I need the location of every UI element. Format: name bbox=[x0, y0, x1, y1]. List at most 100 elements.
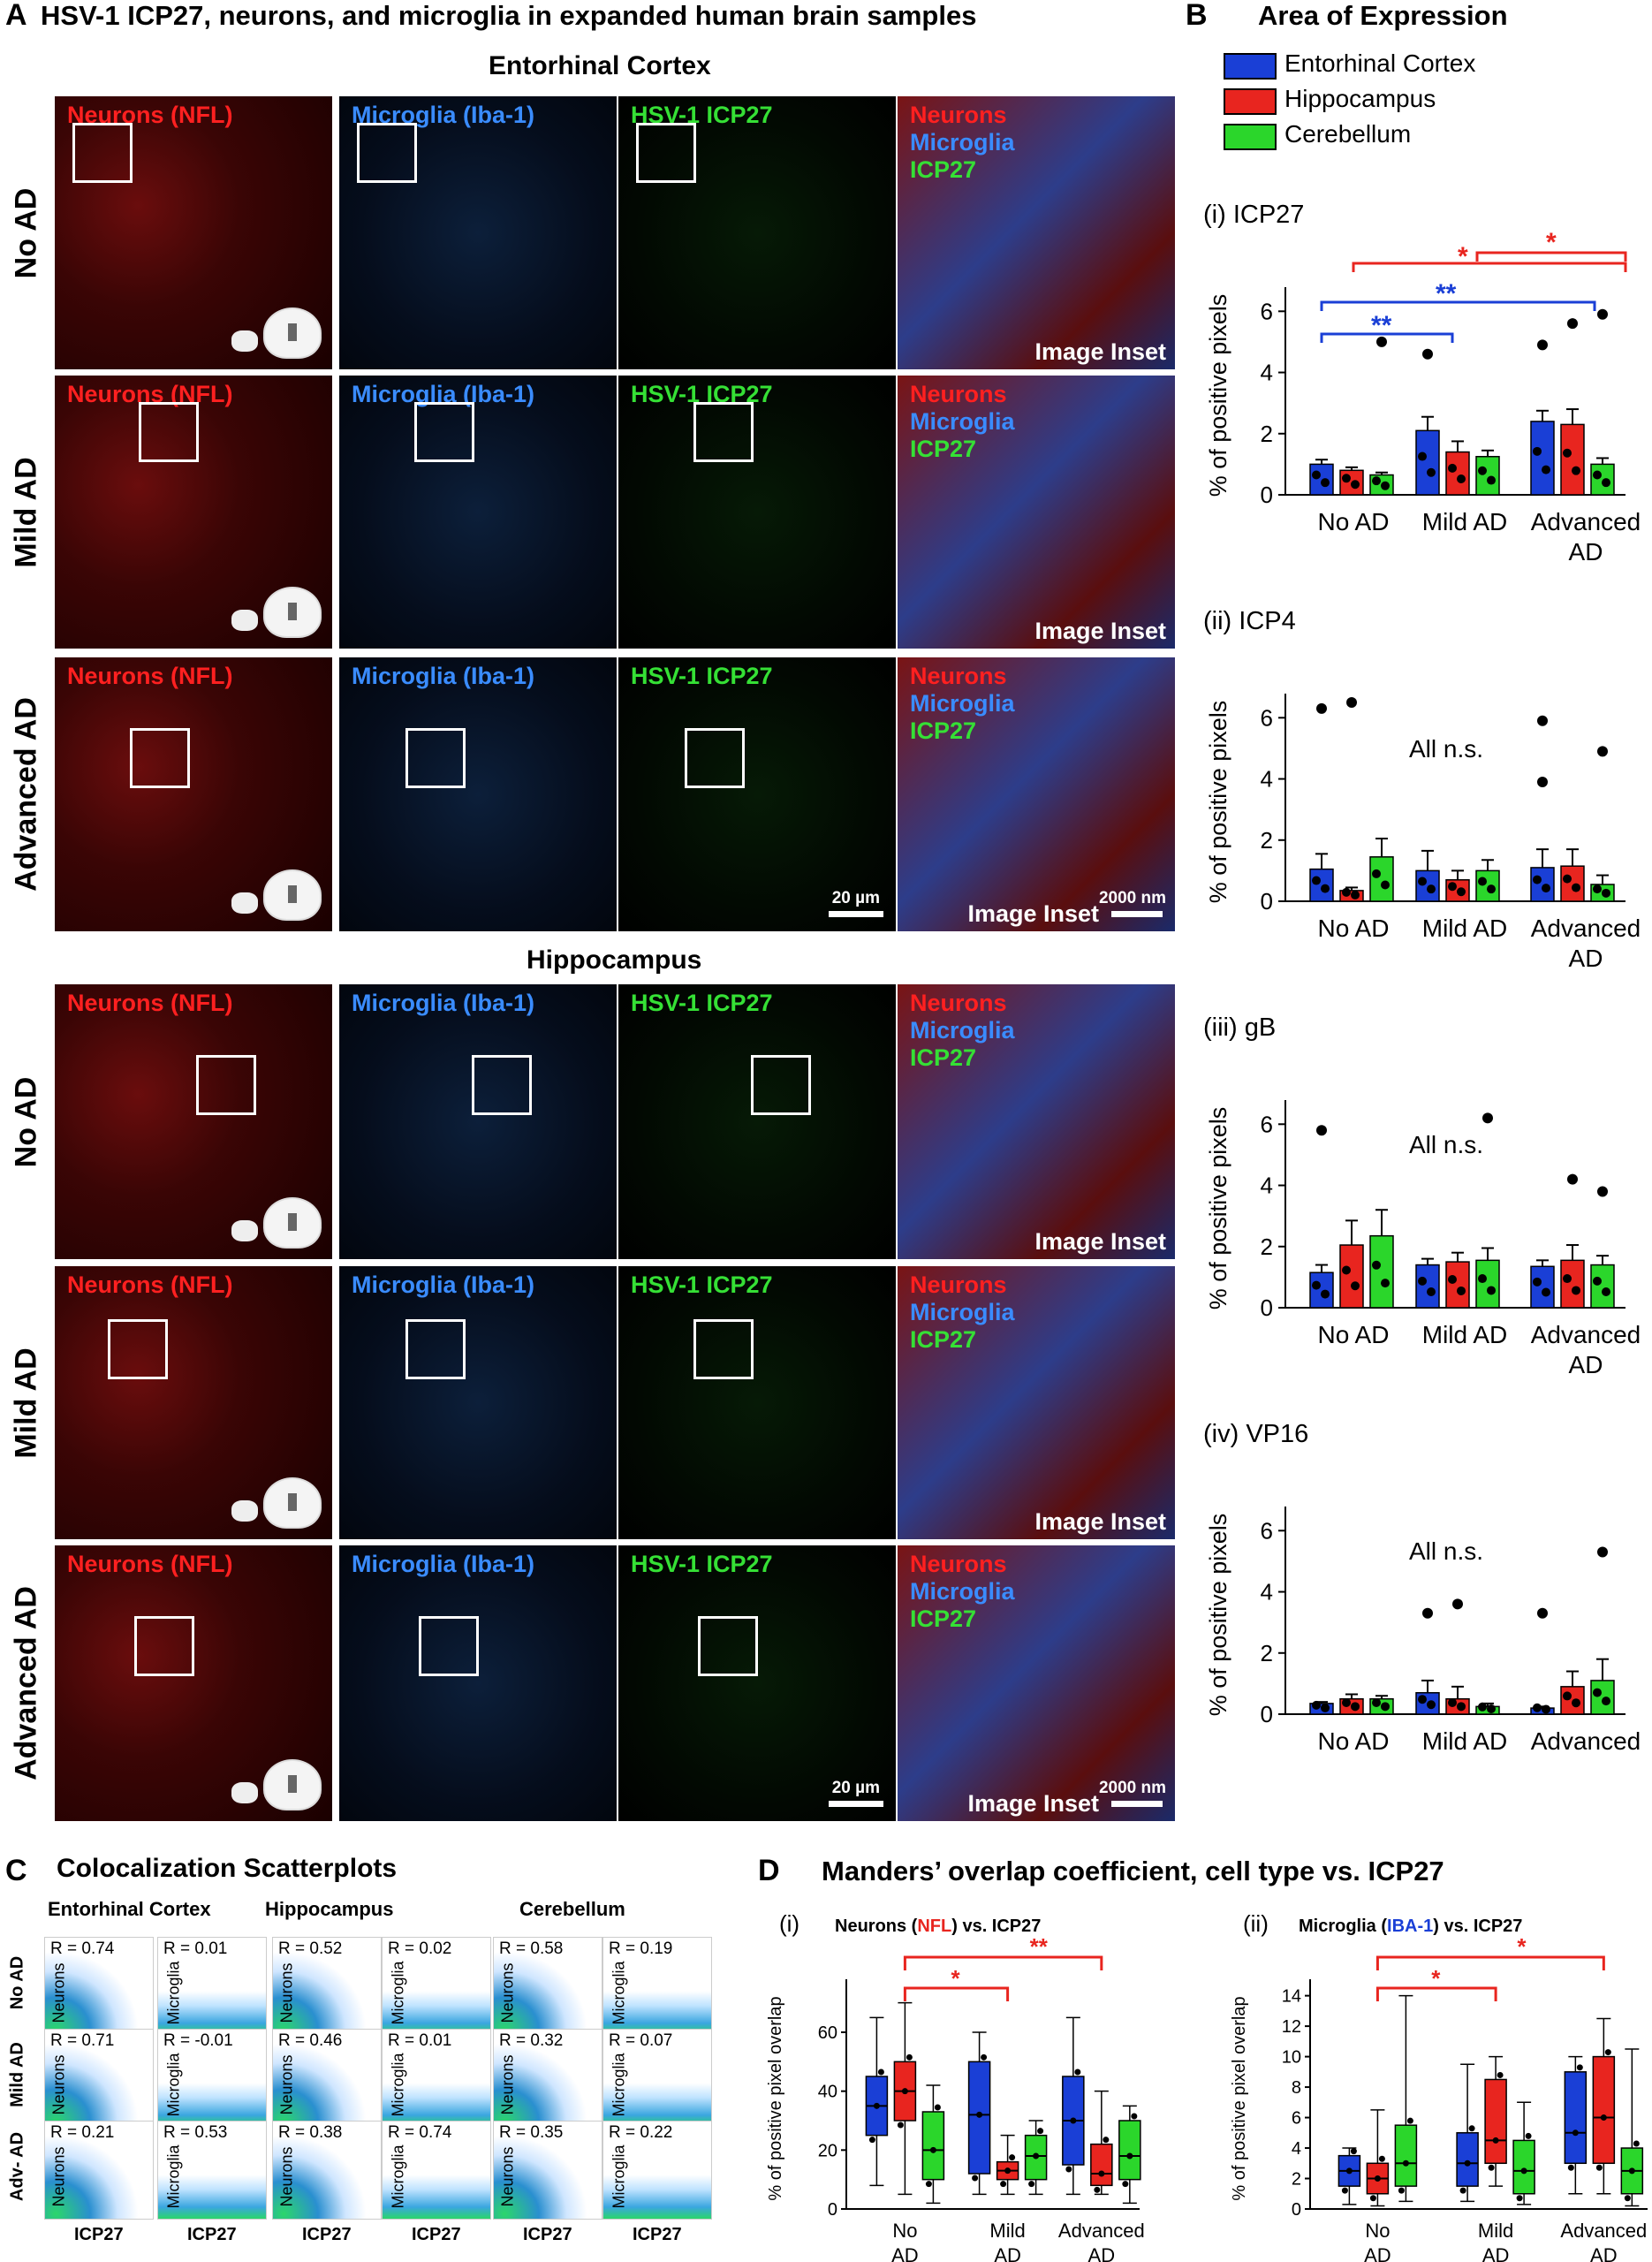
y-tick-label: 0 bbox=[1292, 2200, 1301, 2220]
y-tick-label: 40 bbox=[818, 2083, 837, 2102]
box bbox=[1394, 2124, 1418, 2187]
y-tick-label: 20 bbox=[818, 2141, 837, 2160]
data-point bbox=[925, 2181, 932, 2188]
y-tick-label: 2 bbox=[1261, 1640, 1273, 1666]
data-point bbox=[1452, 1598, 1463, 1610]
significance-bracket bbox=[1320, 300, 1596, 311]
scatter-row-label: Adv- AD bbox=[7, 2131, 27, 2202]
significance-stars: * bbox=[1546, 228, 1557, 257]
box bbox=[1564, 2071, 1588, 2165]
y-tick-label: 60 bbox=[818, 2023, 837, 2043]
data-point bbox=[1602, 478, 1610, 488]
data-point bbox=[1497, 2071, 1504, 2078]
panel-d-title: Manders’ overlap coefficient, cell type … bbox=[822, 1856, 1444, 1886]
y-tick-label: 4 bbox=[1261, 1173, 1273, 1199]
data-point bbox=[1572, 1286, 1580, 1295]
x-tick-label: Mild bbox=[989, 2220, 1025, 2242]
data-point bbox=[1381, 481, 1390, 490]
x-tick-label: AD bbox=[891, 2244, 919, 2262]
chart-title-part: NFL bbox=[917, 1917, 951, 1936]
channel-label: Neurons (NFL) bbox=[67, 1551, 233, 1577]
data-point bbox=[972, 2175, 979, 2182]
scatter-row-label: Mild AD bbox=[7, 2042, 27, 2107]
data-point bbox=[1487, 1704, 1496, 1713]
scale-bar bbox=[829, 1801, 883, 1807]
data-point bbox=[1533, 1703, 1542, 1712]
data-point bbox=[1346, 697, 1357, 708]
data-point bbox=[1033, 2152, 1040, 2160]
y-tick-label: 2 bbox=[1292, 2170, 1301, 2190]
x-tick-label: Advanced bbox=[1531, 1727, 1641, 1755]
inset-box bbox=[196, 1055, 256, 1115]
box bbox=[921, 2111, 945, 2181]
scatter-y-label: Neurons bbox=[498, 2054, 517, 2115]
data-point bbox=[1567, 2164, 1574, 2171]
scatter-plot: R = 0.52 Neurons bbox=[272, 1937, 382, 2036]
data-point bbox=[1563, 1274, 1572, 1284]
bar bbox=[1590, 1680, 1615, 1715]
data-point bbox=[1418, 452, 1427, 461]
row-label: Mild AD bbox=[9, 456, 43, 568]
y-tick-label: 0 bbox=[828, 2200, 837, 2220]
section-hippocampus: Hippocampus bbox=[527, 945, 702, 975]
image-inset-label: Image Inset bbox=[1034, 1508, 1166, 1535]
scatter-column-header: Hippocampus bbox=[265, 1898, 394, 1920]
data-point bbox=[1342, 887, 1351, 897]
channel-label: Microglia (Iba-1) bbox=[352, 1551, 535, 1577]
scatter-y-label: Microglia bbox=[164, 2144, 183, 2209]
scale-bar bbox=[1111, 1801, 1163, 1807]
inset-box bbox=[751, 1055, 811, 1115]
data-point bbox=[1312, 1280, 1321, 1290]
image-inset-label: Image Inset bbox=[1034, 1228, 1166, 1255]
y-tick-label: 0 bbox=[1261, 1701, 1273, 1727]
data-point bbox=[1316, 702, 1327, 714]
chart-subtitle: (iii) gB bbox=[1203, 1013, 1276, 1042]
inset-box bbox=[139, 402, 199, 462]
channel-label: HSV-1 ICP27 bbox=[631, 663, 773, 689]
chart-title-part: IBA-1 bbox=[1387, 1917, 1433, 1936]
scatter-x-label: ICP27 bbox=[74, 2225, 124, 2244]
data-point bbox=[1567, 1173, 1578, 1185]
scatter-y-label: Microglia bbox=[164, 1961, 183, 2025]
y-tick-label: 14 bbox=[1282, 1987, 1301, 2007]
panel-c-title: Colocalization Scatterplots bbox=[57, 1854, 398, 1883]
data-point bbox=[1065, 2166, 1072, 2173]
micrograph-neurons: Neurons (NFL) bbox=[55, 376, 332, 649]
significance-stars: * bbox=[1517, 1933, 1527, 1960]
scatter-plot: R = 0.46 Neurons bbox=[272, 2029, 382, 2128]
data-point bbox=[1418, 1695, 1427, 1704]
scatter-y-label: Microglia bbox=[389, 2144, 407, 2209]
data-point bbox=[1427, 1700, 1436, 1710]
y-tick-label: 0 bbox=[1261, 888, 1273, 915]
chart-subtitle: (i) ICP27 bbox=[1203, 201, 1304, 229]
scatter-plot: R = 0.58 Neurons bbox=[493, 1937, 602, 2036]
data-point bbox=[1372, 476, 1381, 486]
micrograph-microglia: Microglia (Iba-1) bbox=[339, 1266, 617, 1539]
significance-stars: * bbox=[1431, 1965, 1441, 1992]
x-tick-label: Mild AD bbox=[1422, 915, 1507, 942]
data-point bbox=[1537, 1607, 1548, 1619]
data-point bbox=[897, 2122, 904, 2129]
area-of-expression-charts: (i) ICP27 % of positive pixels 0 2 4 6 No AD Mi… bbox=[1203, 201, 1641, 1758]
y-tick-label: 6 bbox=[1261, 704, 1273, 731]
data-point bbox=[1374, 2175, 1381, 2182]
channel-label: Microglia (Iba-1) bbox=[352, 663, 535, 689]
bar bbox=[1475, 1259, 1500, 1309]
scatter-x-label: ICP27 bbox=[412, 2225, 461, 2244]
data-point bbox=[1542, 1704, 1550, 1714]
merge-label: Neurons bbox=[910, 102, 1007, 128]
data-point bbox=[873, 2102, 880, 2109]
y-tick-label: 10 bbox=[1282, 2048, 1301, 2068]
inset-box bbox=[685, 728, 745, 788]
scatter-plot: R = 0.35 Neurons bbox=[493, 2121, 602, 2220]
correlation-value: R = 0.52 bbox=[278, 1939, 343, 1958]
scatter-plot: R = 0.07 Microglia bbox=[602, 2029, 712, 2128]
merge-label: Neurons bbox=[910, 1271, 1007, 1298]
x-tick-label: AD bbox=[1482, 2244, 1510, 2262]
data-point bbox=[1572, 466, 1580, 475]
scale-bar-label: 2000 nm bbox=[1098, 889, 1166, 907]
merge-label: Neurons bbox=[910, 381, 1007, 407]
mini-brain-diagram bbox=[231, 892, 258, 914]
brain-diagram bbox=[263, 869, 322, 921]
merge-label: ICP27 bbox=[910, 1044, 977, 1071]
